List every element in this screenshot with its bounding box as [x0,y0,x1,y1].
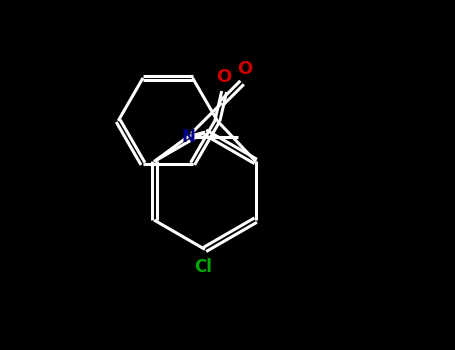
Text: N: N [181,128,195,146]
Text: O: O [217,68,232,86]
Text: O: O [237,60,252,78]
Text: Cl: Cl [194,258,212,275]
